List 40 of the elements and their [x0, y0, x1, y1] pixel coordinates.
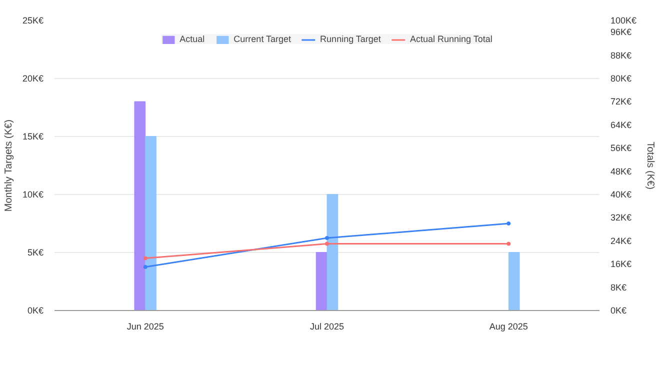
- point: [325, 236, 329, 240]
- y2-axis-title: Totals (K€): [644, 142, 656, 190]
- point: [325, 242, 329, 246]
- y-tick-label: 15K€: [22, 132, 44, 142]
- y2-tick-label: 72K€: [610, 96, 632, 107]
- y2-tick-label: 100K€: [610, 16, 637, 26]
- y2-tick-label: 88K€: [610, 50, 632, 60]
- bar: [326, 194, 338, 310]
- y2-tick-label: 40K€: [610, 190, 632, 200]
- y-tick-label: 20K€: [22, 74, 44, 84]
- bar: [145, 136, 156, 310]
- point: [506, 242, 511, 246]
- y2-tick-label: 64K€: [610, 120, 632, 130]
- y2-tick-label: 16K€: [610, 259, 632, 270]
- bar: [508, 252, 520, 310]
- point: [143, 265, 148, 269]
- legend-label: Actual: [180, 34, 205, 44]
- y-tick-label: 10K€: [22, 190, 44, 200]
- y-tick-label: 0K€: [27, 306, 44, 316]
- y-axis-title: Monthly Targets (K€): [3, 120, 14, 212]
- x-tick-label: Jun 2025: [126, 322, 164, 332]
- y2-tick-label: 96K€: [610, 27, 632, 38]
- y2-tick-label: 32K€: [610, 212, 632, 223]
- y2-tick-label: 0K€: [610, 306, 627, 316]
- point: [143, 256, 148, 260]
- x-tick-label: Jul 2025: [310, 322, 344, 332]
- point: [506, 222, 511, 226]
- y2-tick-label: 24K€: [610, 236, 632, 246]
- legend-label: Actual Running Total: [410, 34, 492, 44]
- legend-label: Current Target: [234, 34, 292, 44]
- x-tick-label: Aug 2025: [489, 322, 528, 332]
- y2-tick-label: 48K€: [610, 166, 632, 176]
- y2-tick-label: 80K€: [610, 74, 632, 84]
- bar: [134, 101, 146, 310]
- y2-tick-label: 8K€: [610, 282, 627, 292]
- legend-label: Running Target: [320, 34, 381, 44]
- y-tick-label: 5K€: [27, 248, 44, 258]
- y2-tick-label: 56K€: [610, 143, 632, 154]
- y-tick-label: 25K€: [22, 16, 44, 26]
- bar: [316, 252, 328, 310]
